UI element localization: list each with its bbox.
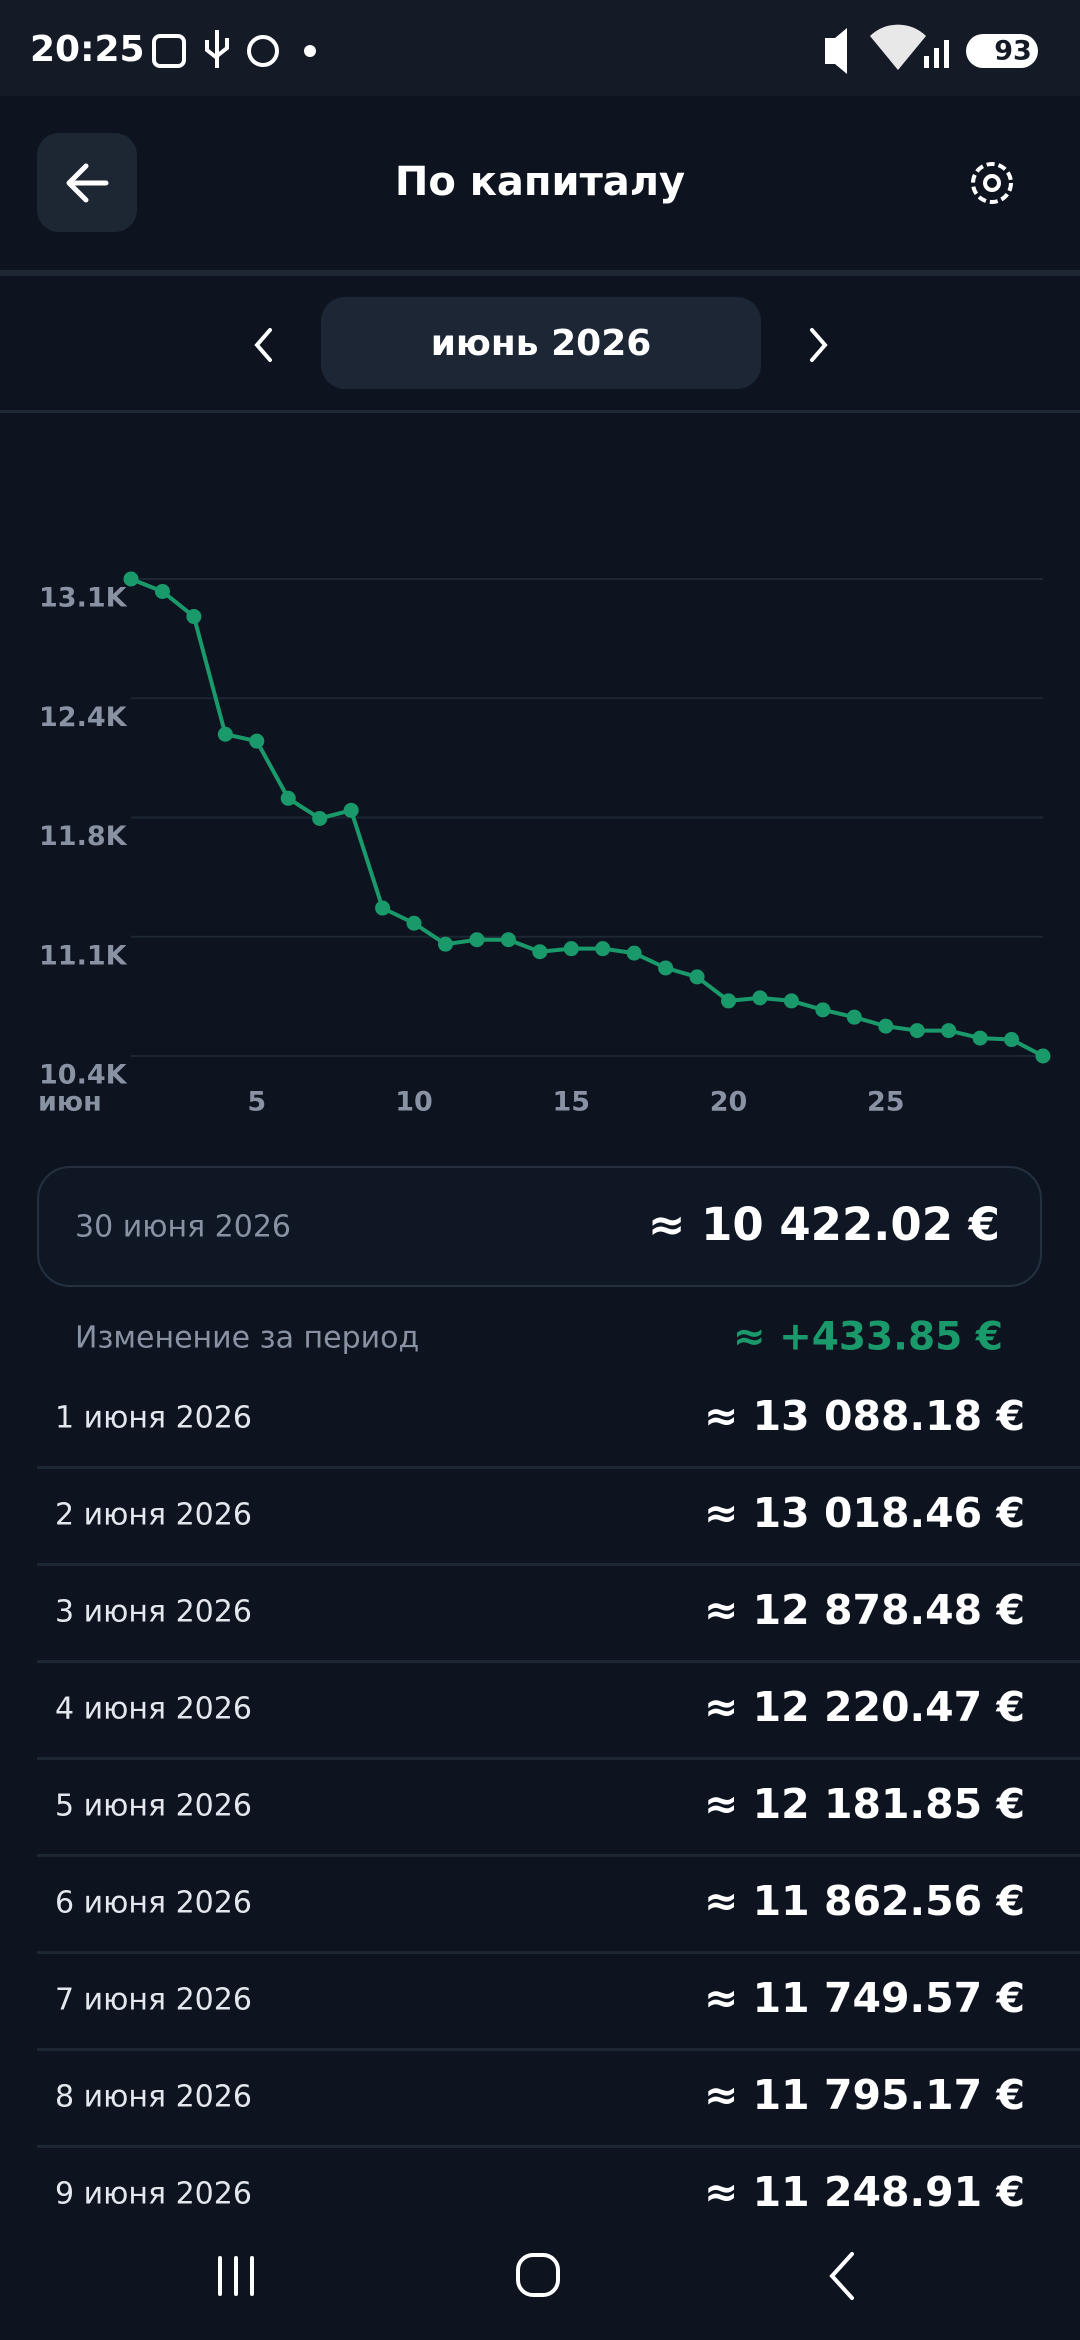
row-date: 5 июня 2026 (55, 1789, 252, 1824)
y-tick-label: 10.4K (39, 1060, 128, 1091)
row-amount: ≈ 13 088.18 € (704, 1392, 1025, 1440)
screen-title: По капиталу (395, 159, 685, 205)
data-point (375, 900, 391, 916)
data-point (689, 969, 705, 985)
period-pill[interactable] (321, 297, 761, 389)
row-amount: ≈ 13 018.46 € (704, 1489, 1025, 1537)
clock: 20:25 (30, 29, 145, 70)
row-divider (37, 1563, 1080, 1566)
row-date: 8 июня 2026 (55, 2080, 252, 2115)
data-point (469, 932, 485, 948)
data-point (249, 733, 265, 749)
header-divider (0, 270, 1080, 276)
data-point (500, 932, 516, 948)
data-point (721, 993, 737, 1009)
nav-buttons[interactable] (218, 2252, 854, 2300)
data-point (815, 1002, 831, 1018)
status-dot (304, 45, 316, 57)
data-point (312, 810, 328, 826)
data-point (595, 941, 611, 957)
prev-month[interactable] (254, 328, 272, 362)
row-date: 2 июня 2026 (55, 1498, 252, 1533)
data-point (186, 609, 202, 625)
summary-amount: ≈ 10 422.02 € (648, 1198, 1000, 1251)
data-point (280, 790, 296, 806)
data-point (123, 571, 139, 587)
row-amount: ≈ 12 878.48 € (704, 1586, 1025, 1634)
row-amount: ≈ 11 248.91 € (704, 2168, 1025, 2216)
status-bar (0, 0, 1080, 96)
y-tick-label: 11.1K (39, 940, 128, 971)
change-amount: ≈ +433.85 € (733, 1315, 1003, 1360)
row-divider (37, 1854, 1080, 1857)
day-list: 1 июня 2026 ≈ 13 088.18 € 2 июня 2026 ≈ 13 … (37, 1392, 1080, 2245)
period-divider (0, 410, 1080, 413)
signal-icons (825, 24, 1038, 74)
summary-date: 30 июня 2026 (75, 1210, 291, 1245)
row-amount: ≈ 11 749.57 € (704, 1974, 1025, 2022)
data-point (217, 726, 233, 742)
data-point (154, 583, 170, 599)
data-point (563, 941, 579, 957)
next-month[interactable] (810, 328, 828, 362)
row-date: 7 июня 2026 (55, 1983, 252, 2018)
x-tick-label: 10 (395, 1087, 433, 1118)
row-divider (37, 1466, 1080, 1469)
x-tick-label: 15 (552, 1087, 590, 1118)
row-date: 3 июня 2026 (55, 1595, 252, 1630)
y-tick-label: 11.8K (39, 821, 128, 852)
x-axis-label: июн (38, 1087, 102, 1118)
battery-level: 93 (994, 36, 1032, 67)
row-date: 6 июня 2026 (55, 1886, 252, 1921)
data-point (878, 1018, 894, 1034)
period-label: июнь 2026 (431, 323, 652, 364)
change-label: Изменение за период (75, 1321, 419, 1356)
y-tick-label: 13.1K (39, 583, 128, 614)
data-point (752, 990, 768, 1006)
data-point (783, 993, 799, 1009)
data-point (1004, 1032, 1020, 1048)
row-date: 1 июня 2026 (55, 1401, 252, 1436)
nav-bar (0, 2228, 1080, 2340)
data-point (1035, 1048, 1051, 1064)
data-point (437, 936, 453, 952)
row-divider (37, 2145, 1080, 2148)
data-point (343, 802, 359, 818)
row-divider (37, 1660, 1080, 1663)
row-date: 4 июня 2026 (55, 1692, 252, 1727)
chart: 10.4K 11.1K 11.8K 12.4K 13.1K июн 5 10 15 20 25 (38, 571, 1051, 1118)
x-tick-label: 20 (710, 1087, 748, 1118)
data-point (909, 1023, 925, 1039)
row-divider (37, 1757, 1080, 1760)
y-tick-label: 12.4K (39, 702, 128, 733)
row-amount: ≈ 12 181.85 € (704, 1780, 1025, 1828)
row-amount: ≈ 12 220.47 € (704, 1683, 1025, 1731)
x-tick-label: 5 (247, 1087, 266, 1118)
row-divider (37, 2048, 1080, 2051)
settings-button[interactable] (971, 162, 1013, 204)
data-point (532, 944, 548, 960)
row-amount: ≈ 11 795.17 € (704, 2071, 1025, 2119)
back-arrow (66, 163, 109, 203)
row-amount: ≈ 11 862.56 € (704, 1877, 1025, 1925)
data-point (406, 915, 422, 931)
x-tick-label: 25 (867, 1087, 905, 1118)
row-divider (37, 1951, 1080, 1954)
row-date: 9 июня 2026 (55, 2177, 252, 2212)
status-icons (152, 30, 279, 68)
data-point (658, 960, 674, 976)
data-point (846, 1009, 862, 1025)
data-point (941, 1023, 957, 1039)
summary-card (37, 1166, 1042, 1287)
data-point (626, 945, 642, 961)
data-point (972, 1030, 988, 1046)
